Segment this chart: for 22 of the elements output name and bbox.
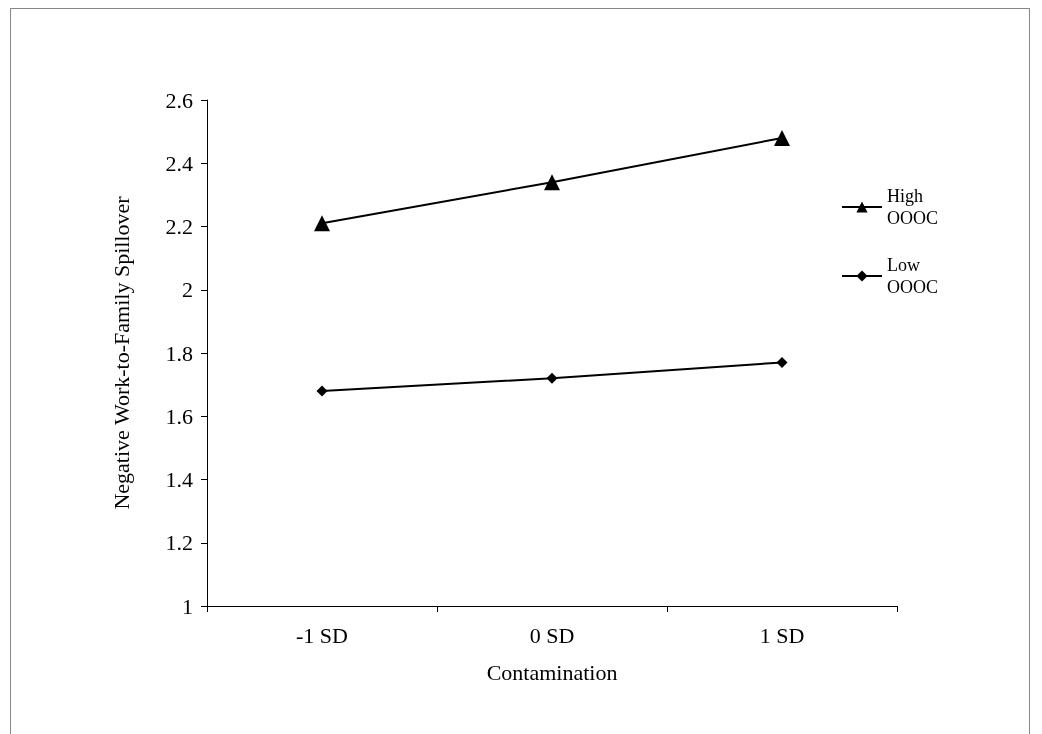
point [314,215,330,232]
y-tick-label: 2.2 [165,214,193,239]
point [544,174,560,191]
y-tick-label: 2.4 [165,150,193,176]
x-tick-label: -1 SD [296,622,348,648]
x-axis-title: Contamination [486,659,618,685]
point [776,356,788,368]
legend-label: High OOOC [887,186,939,228]
y-axis-title: Negative Work-to-Family Spillover [108,195,134,510]
point [546,372,558,384]
y-tick-label: 1.8 [165,340,193,366]
x-tick-label: 1 SD [759,622,805,648]
y-tick-label: 1.4 [165,467,193,492]
y-tick-label: 1.6 [165,403,193,429]
legend-label: Low OOOC [887,255,939,297]
point [316,385,328,397]
point [774,129,790,146]
y-tick-label: 2.6 [165,87,193,113]
y-tick-label: 1.2 [165,530,193,556]
y-tick-label: 1 [182,593,193,619]
x-tick-label: 0 SD [529,622,575,648]
y-tick-label: 2 [182,277,193,303]
